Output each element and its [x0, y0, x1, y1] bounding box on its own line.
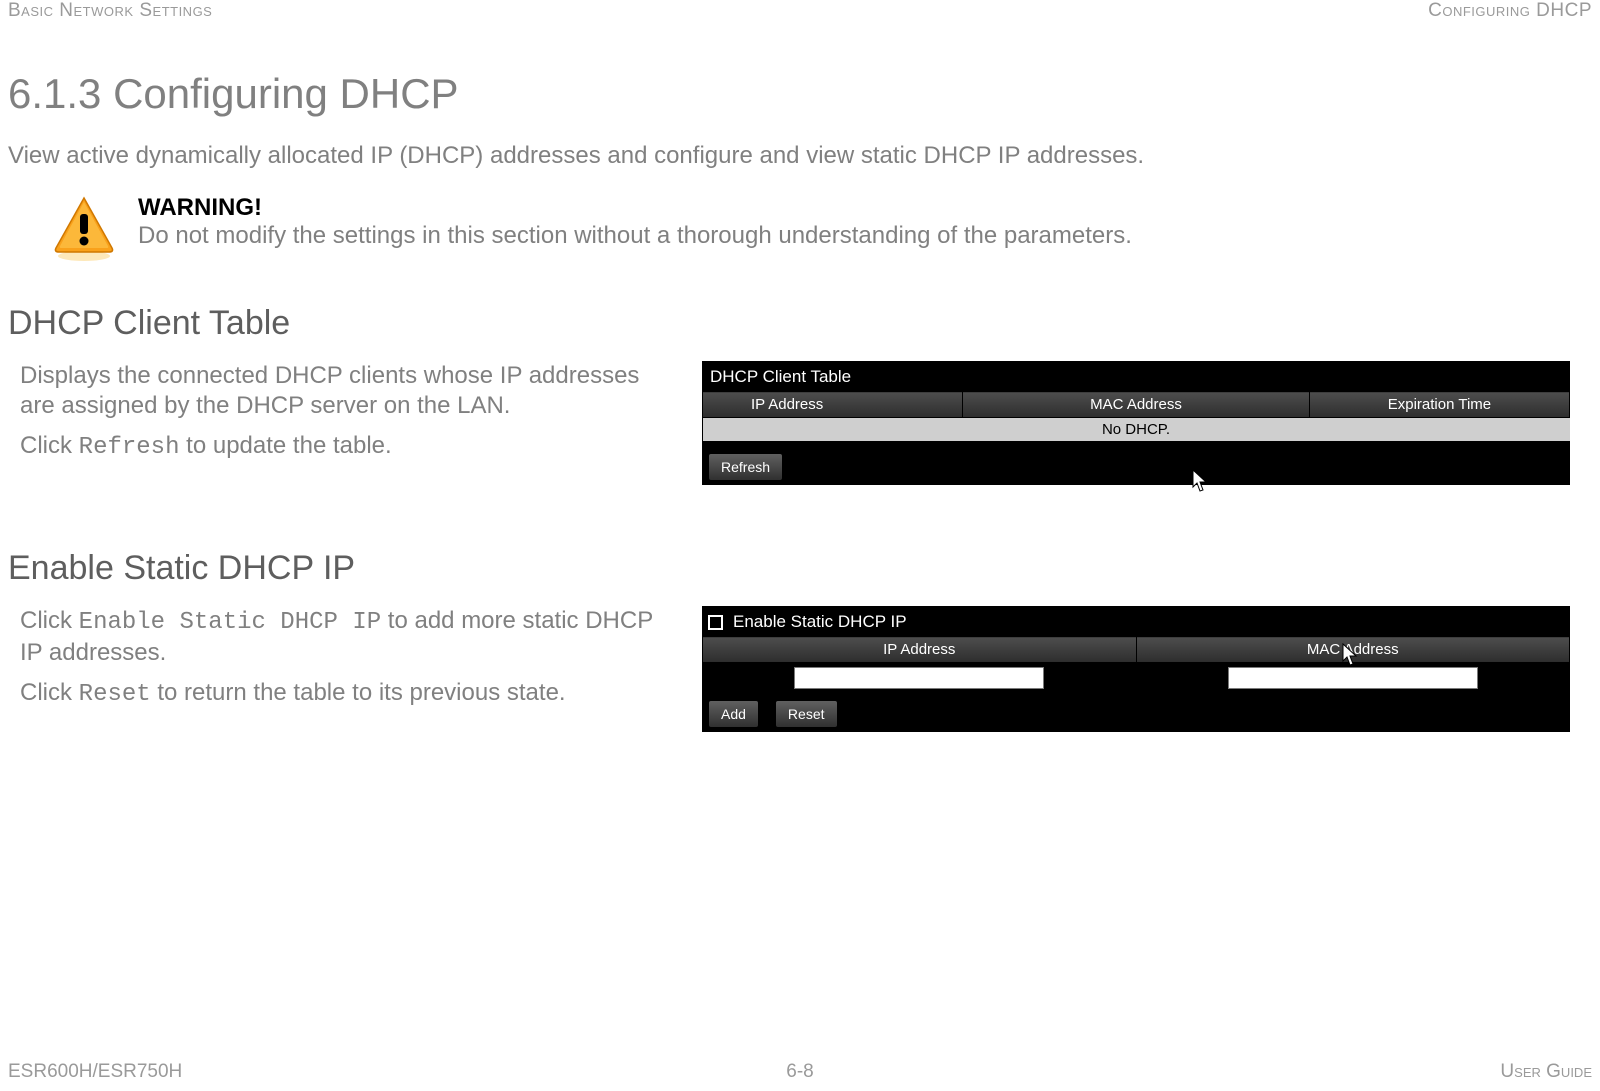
static-instruction-2: Click Reset to return the table to its p… [20, 678, 678, 710]
warning-icon [52, 194, 116, 264]
shot2-caption: Enable Static DHCP IP [733, 612, 907, 632]
enable-static-checkbox[interactable] [708, 615, 723, 630]
client-table-heading: DHCP Client Table [8, 304, 1592, 343]
ip-input[interactable] [794, 667, 1044, 689]
page-header: Basic Network Settings Configuring DHCP [8, 0, 1592, 22]
no-dhcp-row: No DHCP. [703, 418, 1570, 442]
refresh-button[interactable]: Refresh [708, 453, 783, 481]
text-fragment: to update the table. [180, 432, 392, 459]
footer-center: 6-8 [786, 1061, 813, 1083]
col-mac: MAC Address [963, 392, 1310, 418]
static-instruction-1: Click Enable Static DHCP IP to add more … [20, 606, 678, 668]
intro-text: View active dynamically allocated IP (DH… [8, 142, 1592, 170]
header-left: Basic Network Settings [8, 0, 212, 22]
text-fragment: Click [20, 607, 79, 634]
reset-button[interactable]: Reset [775, 700, 838, 728]
warning-title: WARNING! [138, 194, 1132, 222]
code-enable: Enable Static DHCP IP [79, 609, 381, 636]
footer-left: ESR600H/ESR750H [8, 1061, 182, 1083]
static-dhcp-table: IP Address MAC Address [702, 636, 1570, 694]
dhcp-client-table: IP Address MAC Address Expiration Time N… [702, 391, 1570, 441]
static-dhcp-heading: Enable Static DHCP IP [8, 549, 1592, 588]
shot1-caption: DHCP Client Table [702, 361, 1570, 391]
text-fragment: Click [20, 432, 79, 459]
col-exp: Expiration Time [1309, 392, 1569, 418]
page-footer: ESR600H/ESR750H 6-8 User Guide [8, 1061, 1592, 1083]
cursor-icon [1342, 643, 1360, 667]
col-ip: IP Address [703, 392, 963, 418]
client-table-instruction: Click Refresh to update the table. [20, 431, 678, 463]
mac-input[interactable] [1228, 667, 1478, 689]
main-heading: 6.1.3 Configuring DHCP [8, 70, 1592, 118]
text-fragment: to return the table to its previous stat… [151, 679, 566, 706]
code-reset: Reset [79, 681, 151, 708]
cursor-icon [1192, 469, 1210, 493]
client-table-desc: Displays the connected DHCP clients whos… [20, 361, 678, 421]
table-row [703, 663, 1570, 694]
static-dhcp-screenshot: Enable Static DHCP IP IP Address MAC Add… [702, 606, 1570, 732]
warning-block: WARNING! Do not modify the settings in t… [8, 194, 1592, 264]
text-fragment: Click [20, 679, 79, 706]
add-button[interactable]: Add [708, 700, 759, 728]
code-refresh: Refresh [79, 434, 180, 461]
col-ip: IP Address [703, 637, 1137, 663]
warning-text: Do not modify the settings in this secti… [138, 222, 1132, 250]
dhcp-client-table-screenshot: DHCP Client Table IP Address MAC Address… [702, 361, 1570, 485]
footer-right: User Guide [1500, 1061, 1592, 1083]
header-right: Configuring DHCP [1428, 0, 1592, 22]
